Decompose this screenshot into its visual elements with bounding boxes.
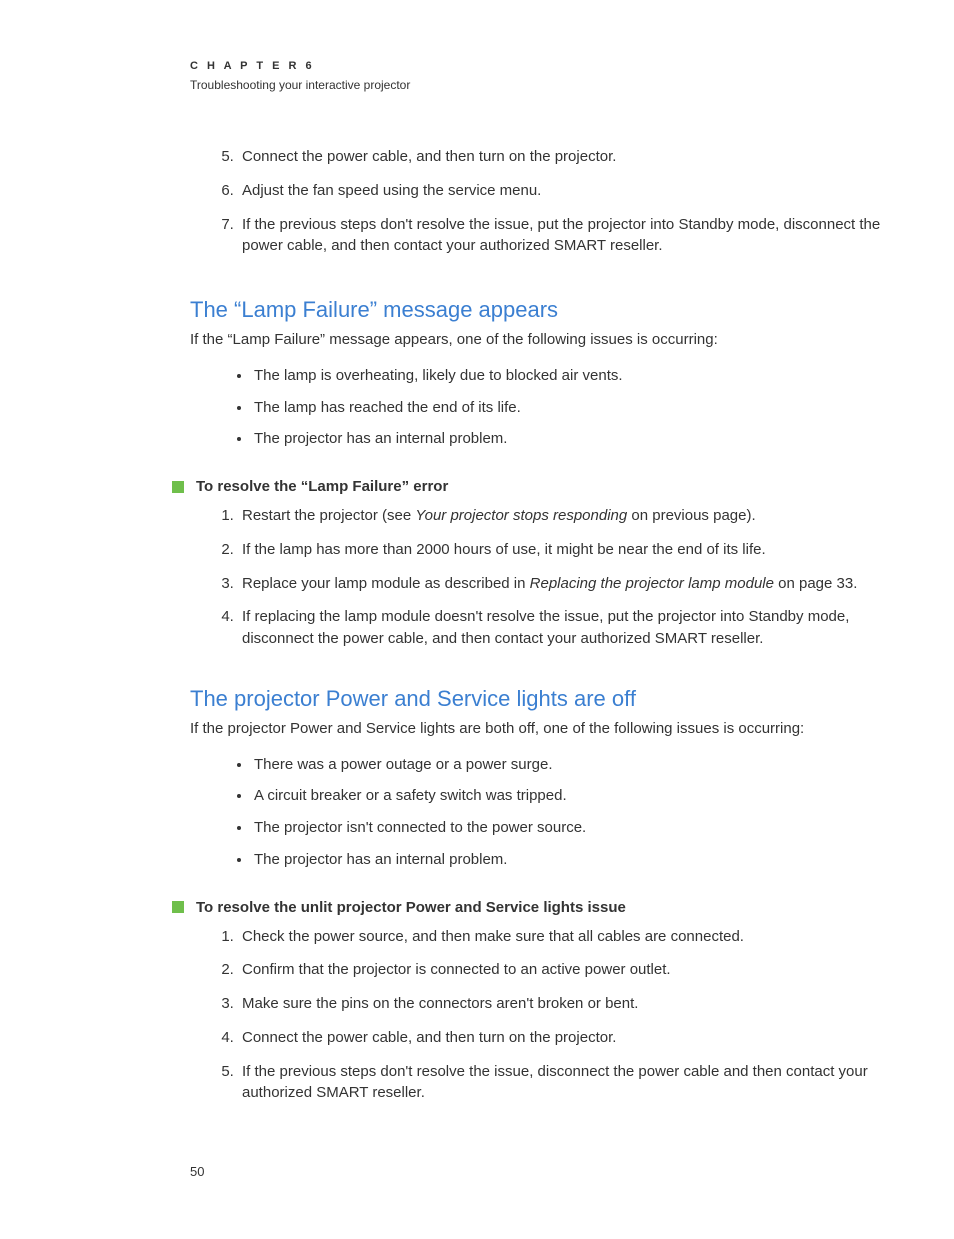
square-icon <box>172 901 184 913</box>
list-item: The projector has an internal problem. <box>252 428 884 450</box>
list-item: If the lamp has more than 2000 hours of … <box>238 539 884 561</box>
list-item: Check the power source, and then make su… <box>238 926 884 948</box>
step-text: on page 33. <box>774 575 857 592</box>
step-text: Replace your lamp module as described in <box>242 575 530 592</box>
list-item: The lamp is overheating, likely due to b… <box>252 365 884 387</box>
list-item: A circuit breaker or a safety switch was… <box>252 785 884 807</box>
list-item: If the previous steps don't resolve the … <box>238 214 884 258</box>
issue-bullet-list: There was a power outage or a power surg… <box>190 754 884 871</box>
step-text: on previous page). <box>627 507 755 524</box>
list-item: If replacing the lamp module doesn't res… <box>238 606 884 650</box>
step-text: Restart the projector (see <box>242 507 415 524</box>
resolve-step-list: Check the power source, and then make su… <box>190 926 884 1105</box>
document-page: C H A P T E R 6 Troubleshooting your int… <box>0 0 954 1239</box>
resolve-title: To resolve the “Lamp Failure” error <box>196 478 448 495</box>
square-icon <box>172 481 184 493</box>
section-intro: If the “Lamp Failure” message appears, o… <box>190 329 884 351</box>
issue-bullet-list: The lamp is overheating, likely due to b… <box>190 365 884 450</box>
chapter-label: C H A P T E R 6 <box>190 60 884 72</box>
reference-italic: Your projector stops responding <box>415 507 627 524</box>
step-text: If the lamp has more than 2000 hours of … <box>242 541 766 558</box>
list-item: If the previous steps don't resolve the … <box>238 1061 884 1105</box>
section-intro: If the projector Power and Service light… <box>190 718 884 740</box>
list-item: The projector has an internal problem. <box>252 849 884 871</box>
step-text: Make sure the pins on the connectors are… <box>242 995 638 1012</box>
list-item: There was a power outage or a power surg… <box>252 754 884 776</box>
list-item: Connect the power cable, and then turn o… <box>238 1027 884 1049</box>
section-heading-power-lights: The projector Power and Service lights a… <box>190 686 884 712</box>
list-item: The lamp has reached the end of its life… <box>252 397 884 419</box>
list-item: Make sure the pins on the connectors are… <box>238 993 884 1015</box>
resolve-heading-row: To resolve the unlit projector Power and… <box>172 899 884 916</box>
list-item: Connect the power cable, and then turn o… <box>238 146 884 168</box>
list-item: The projector isn't connected to the pow… <box>252 817 884 839</box>
step-text: Connect the power cable, and then turn o… <box>242 1029 616 1046</box>
resolve-step-list: Restart the projector (see Your projecto… <box>190 505 884 650</box>
resolve-heading-row: To resolve the “Lamp Failure” error <box>172 478 884 495</box>
resolve-title: To resolve the unlit projector Power and… <box>196 899 626 916</box>
list-item: Replace your lamp module as described in… <box>238 573 884 595</box>
step-text: If the previous steps don't resolve the … <box>242 1063 868 1102</box>
continued-step-list: Connect the power cable, and then turn o… <box>190 146 884 257</box>
list-item: Restart the projector (see Your projecto… <box>238 505 884 527</box>
step-text: Confirm that the projector is connected … <box>242 961 671 978</box>
step-text: If replacing the lamp module doesn't res… <box>242 608 849 647</box>
list-item: Adjust the fan speed using the service m… <box>238 180 884 202</box>
page-number: 50 <box>190 1164 884 1179</box>
reference-italic: Replacing the projector lamp module <box>530 575 774 592</box>
list-item: Confirm that the projector is connected … <box>238 959 884 981</box>
step-text: Check the power source, and then make su… <box>242 928 744 945</box>
chapter-subtitle: Troubleshooting your interactive project… <box>190 78 884 92</box>
section-heading-lamp-failure: The “Lamp Failure” message appears <box>190 297 884 323</box>
